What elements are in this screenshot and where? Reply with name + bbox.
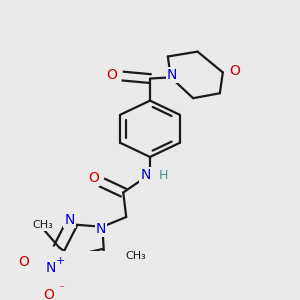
Text: CH₃: CH₃: [125, 251, 146, 261]
Text: N: N: [140, 168, 151, 182]
Text: N: N: [45, 262, 56, 275]
Text: O: O: [229, 64, 240, 78]
Text: CH₃: CH₃: [33, 220, 53, 230]
Text: O: O: [88, 171, 99, 185]
Text: N: N: [96, 222, 106, 236]
Text: H: H: [159, 169, 168, 182]
Text: +: +: [56, 256, 65, 266]
Text: ⁻: ⁻: [58, 284, 64, 294]
Text: N: N: [64, 213, 75, 227]
Text: O: O: [106, 68, 117, 82]
Text: O: O: [18, 255, 29, 268]
Text: O: O: [44, 288, 54, 300]
Text: N: N: [167, 68, 178, 83]
